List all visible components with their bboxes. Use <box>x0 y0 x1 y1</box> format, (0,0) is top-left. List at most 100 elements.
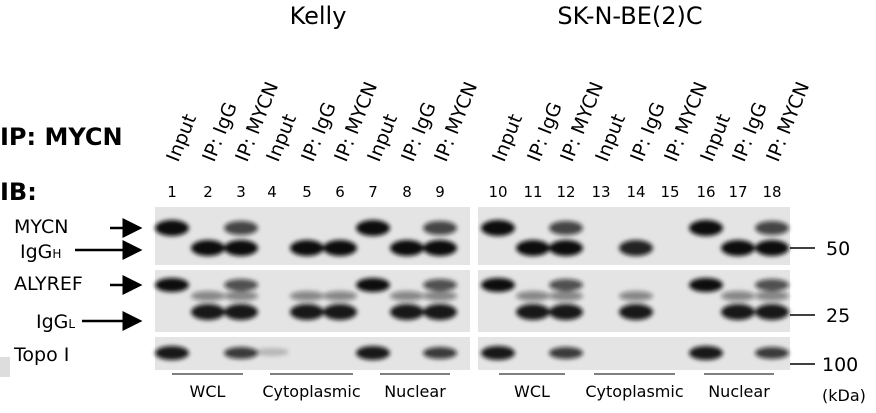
band <box>224 240 258 256</box>
band <box>755 240 789 256</box>
blot-panel <box>155 270 470 332</box>
lane-number: 1 <box>167 183 177 201</box>
band <box>356 346 390 360</box>
cell-line: Kelly <box>290 2 347 30</box>
band <box>549 347 583 359</box>
lane-label: Input <box>591 111 630 165</box>
band <box>689 278 723 292</box>
lane-number: 17 <box>728 183 747 201</box>
band <box>356 278 390 292</box>
band <box>549 279 583 291</box>
row-label: IgGH <box>20 241 61 263</box>
row-label: IgGL <box>36 311 75 333</box>
band <box>423 240 457 256</box>
lane-number: 18 <box>762 183 781 201</box>
band <box>619 304 653 320</box>
fraction-label: Nuclear <box>708 382 770 401</box>
band <box>549 221 583 235</box>
marker-label: 50 <box>826 238 850 260</box>
ip-label: IP: MYCN <box>0 123 123 151</box>
fraction-label: Nuclear <box>384 382 446 401</box>
bands <box>155 220 789 360</box>
lane-label: Input <box>488 111 527 165</box>
band <box>191 291 225 301</box>
lane-number: 2 <box>203 183 213 201</box>
band <box>423 279 457 291</box>
cell-line: SK-N-BE(2)C <box>557 2 702 30</box>
blot-panel <box>478 337 790 370</box>
fraction-label: Cytoplasmic <box>585 382 683 401</box>
band <box>191 240 225 256</box>
band <box>155 278 189 292</box>
lane-number: 6 <box>335 183 345 201</box>
fraction-label: Cytoplasmic <box>262 382 360 401</box>
band <box>721 304 755 320</box>
fraction-label: WCL <box>190 382 226 401</box>
band <box>390 240 424 256</box>
lane-number: 15 <box>660 183 679 201</box>
band <box>255 348 289 356</box>
band <box>481 220 515 236</box>
unit-label: (kDa) <box>822 386 866 405</box>
band <box>423 347 457 359</box>
lane-number: 8 <box>402 183 412 201</box>
band <box>390 304 424 320</box>
band <box>516 291 550 301</box>
row-label-main: IgG <box>36 311 68 333</box>
band <box>191 304 225 320</box>
lane-label: IP: MYCN <box>762 79 814 165</box>
lane-number: 14 <box>626 183 645 201</box>
blot-panel <box>155 337 470 370</box>
lane-number: 9 <box>435 183 445 201</box>
band <box>224 291 258 301</box>
row-label: Topo I <box>13 344 69 366</box>
band <box>481 278 515 292</box>
lane-number: 10 <box>488 183 507 201</box>
band <box>549 291 583 301</box>
band <box>390 291 424 301</box>
band <box>423 291 457 301</box>
band <box>224 347 258 359</box>
band <box>721 291 755 301</box>
band <box>290 240 324 256</box>
lane-number: 12 <box>556 183 575 201</box>
band <box>290 291 324 301</box>
marker-label: 25 <box>826 305 850 327</box>
ib-label: IB: <box>0 178 37 206</box>
fraction-label: WCL <box>514 382 550 401</box>
row-label-main: IgG <box>20 241 52 263</box>
band <box>619 240 653 256</box>
artifact <box>0 357 10 377</box>
band <box>323 291 357 301</box>
blot-panel <box>478 207 790 265</box>
row-label: MYCN <box>14 216 68 238</box>
lane-number: 4 <box>267 183 277 201</box>
blots <box>155 207 790 370</box>
row-label: ALYREF <box>14 273 83 295</box>
band <box>481 346 515 360</box>
band <box>323 304 357 320</box>
band <box>356 220 390 236</box>
lane-number: 13 <box>591 183 610 201</box>
row-label-sub: L <box>68 317 75 331</box>
lane-number: 5 <box>302 183 312 201</box>
band <box>755 279 789 291</box>
blot-panel <box>155 207 470 265</box>
band <box>423 304 457 320</box>
band <box>423 221 457 235</box>
blot-panel <box>478 270 790 332</box>
band <box>155 220 189 236</box>
lane-label: IP: MYCN <box>430 79 482 165</box>
band <box>755 221 789 235</box>
band <box>619 291 653 301</box>
band <box>689 346 723 360</box>
band <box>755 347 789 359</box>
lane-label: Input <box>162 111 201 165</box>
lane-number: 7 <box>368 183 378 201</box>
band <box>516 240 550 256</box>
band <box>290 304 324 320</box>
band <box>224 304 258 320</box>
marker-label: 100 <box>822 354 858 376</box>
band <box>323 240 357 256</box>
